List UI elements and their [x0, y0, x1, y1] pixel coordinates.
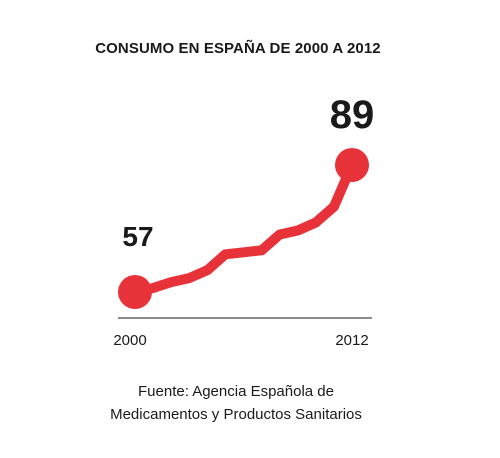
data-point-end	[335, 148, 369, 182]
start-value-label: 57	[122, 221, 153, 252]
x-tick-label-start: 2000	[113, 332, 146, 349]
series-line	[130, 160, 357, 297]
source-line-1: Fuente: Agencia Española de	[138, 383, 334, 400]
end-value-label: 89	[330, 93, 375, 137]
source-line-2: Medicamentos y Productos Sanitarios	[110, 406, 362, 423]
data-point-start	[118, 275, 152, 309]
chart-title: CONSUMO EN ESPAÑA DE 2000 A 2012	[95, 39, 381, 57]
x-tick-label-end: 2012	[335, 332, 368, 349]
points-layer	[118, 148, 369, 309]
